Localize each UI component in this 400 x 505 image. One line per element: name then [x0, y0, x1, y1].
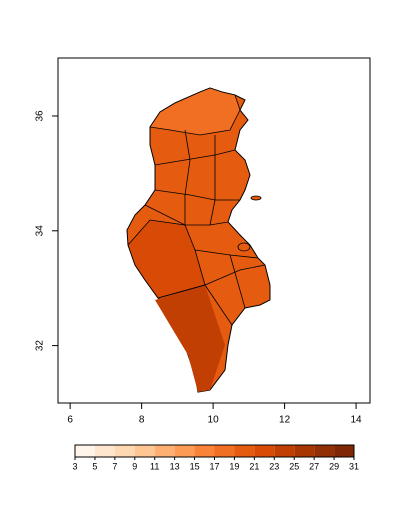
governorate-borders [144, 129, 266, 326]
x-tick-label: 12 [279, 415, 291, 426]
legend-swatch [334, 445, 354, 457]
region [149, 87, 241, 136]
legend-swatch [114, 445, 135, 457]
legend-label: 29 [329, 461, 339, 471]
legend-label: 5 [92, 461, 97, 471]
legend-swatch [294, 445, 315, 457]
legend-swatch [174, 445, 195, 457]
y-tick-label: 32 [35, 340, 46, 352]
legend-label: 31 [349, 461, 359, 471]
legend-label: 19 [229, 461, 239, 471]
legend-label: 21 [249, 461, 259, 471]
y-tick-label: 36 [35, 110, 46, 122]
legend-label: 3 [72, 461, 77, 471]
legend-label: 25 [289, 461, 299, 471]
legend-label: 27 [309, 461, 319, 471]
island [237, 242, 251, 252]
legend-swatch [254, 445, 275, 457]
legend-swatch [214, 445, 235, 457]
x-tick-label: 10 [208, 415, 220, 426]
south-region [155, 285, 225, 392]
island [250, 195, 262, 201]
legend-swatch [194, 445, 215, 457]
tunisia-map [126, 87, 271, 393]
legend-swatch [314, 445, 335, 457]
legend-swatch [94, 445, 115, 457]
legend-label: 17 [209, 461, 219, 471]
legend-label: 13 [170, 461, 180, 471]
legend-swatch [134, 445, 155, 457]
legend-label: 7 [112, 461, 117, 471]
legend-swatch [234, 445, 255, 457]
legend-label: 15 [190, 461, 200, 471]
x-tick-label: 14 [350, 415, 362, 426]
y-tick-label: 34 [35, 225, 46, 237]
legend-swatch [75, 445, 95, 457]
x-tick-label: 6 [67, 415, 73, 426]
legend-label: 23 [269, 461, 279, 471]
legend-label: 11 [150, 461, 159, 471]
legend-swatch [274, 445, 295, 457]
legend-label: 9 [132, 461, 137, 471]
legend-swatch [154, 445, 175, 457]
x-tick-label: 8 [139, 415, 145, 426]
